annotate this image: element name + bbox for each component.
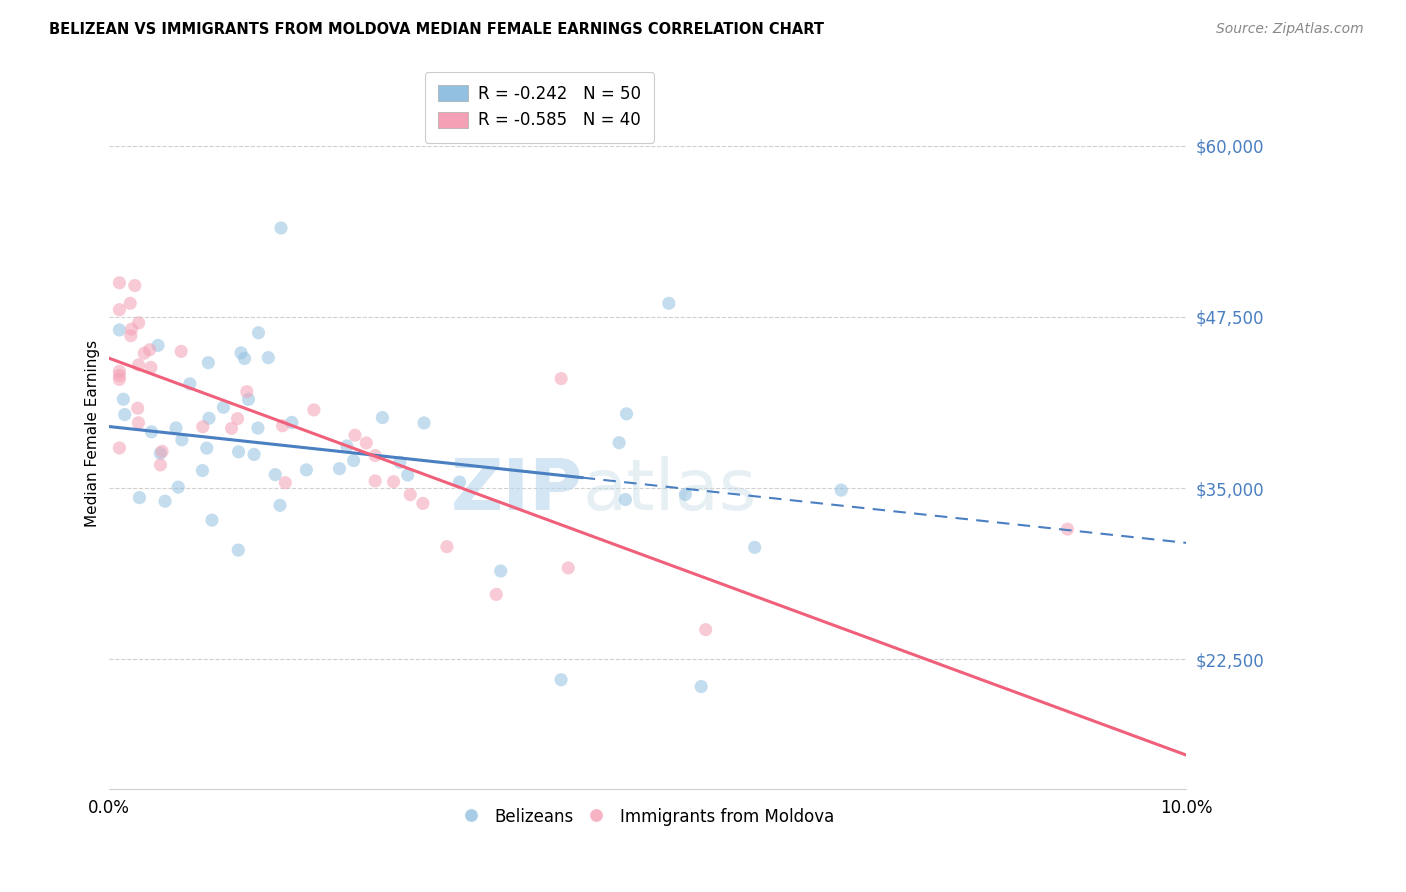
Point xyxy=(138,343,160,357)
Point xyxy=(257,351,280,365)
Point xyxy=(128,491,150,505)
Point xyxy=(197,356,219,370)
Point xyxy=(830,483,852,497)
Point xyxy=(485,587,508,601)
Point xyxy=(343,453,366,467)
Point xyxy=(246,421,269,435)
Point xyxy=(328,461,350,475)
Point xyxy=(281,416,304,430)
Point xyxy=(108,368,131,383)
Point xyxy=(108,441,131,455)
Point xyxy=(436,540,458,554)
Point xyxy=(153,494,176,508)
Point xyxy=(269,499,291,513)
Point xyxy=(270,221,292,235)
Text: BELIZEAN VS IMMIGRANTS FROM MOLDOVA MEDIAN FEMALE EARNINGS CORRELATION CHART: BELIZEAN VS IMMIGRANTS FROM MOLDOVA MEDI… xyxy=(49,22,824,37)
Point xyxy=(114,408,136,422)
Point xyxy=(149,458,172,472)
Text: ZIP: ZIP xyxy=(450,456,582,524)
Point xyxy=(673,487,696,501)
Point xyxy=(264,467,287,482)
Point xyxy=(150,444,173,458)
Point xyxy=(128,316,150,330)
Point xyxy=(413,416,436,430)
Point xyxy=(167,480,190,494)
Point xyxy=(302,403,325,417)
Point xyxy=(108,372,131,386)
Point xyxy=(396,468,419,483)
Point xyxy=(170,344,193,359)
Point xyxy=(165,421,187,435)
Point xyxy=(271,418,294,433)
Text: atlas: atlas xyxy=(582,456,756,524)
Point xyxy=(489,564,512,578)
Point xyxy=(127,416,149,430)
Point xyxy=(127,401,149,416)
Point xyxy=(149,446,172,460)
Point xyxy=(690,680,713,694)
Point xyxy=(343,428,366,442)
Point xyxy=(1056,522,1078,536)
Point xyxy=(141,425,163,439)
Point xyxy=(247,326,270,340)
Point xyxy=(695,623,717,637)
Point xyxy=(120,296,142,310)
Point xyxy=(243,447,266,461)
Point xyxy=(221,421,243,435)
Point xyxy=(146,338,169,352)
Point xyxy=(744,541,766,555)
Point xyxy=(198,411,221,425)
Point xyxy=(371,410,394,425)
Point xyxy=(226,543,249,558)
Point xyxy=(607,435,630,450)
Point xyxy=(191,464,214,478)
Point xyxy=(121,322,143,336)
Point xyxy=(108,276,131,290)
Point xyxy=(134,346,156,360)
Point xyxy=(108,364,131,378)
Point xyxy=(120,328,142,343)
Point xyxy=(238,392,260,407)
Point xyxy=(557,561,579,575)
Point xyxy=(388,455,411,469)
Point xyxy=(449,475,471,490)
Text: Source: ZipAtlas.com: Source: ZipAtlas.com xyxy=(1216,22,1364,37)
Point xyxy=(128,358,150,372)
Point xyxy=(658,296,681,310)
Point xyxy=(228,444,250,458)
Point xyxy=(382,475,405,489)
Point xyxy=(550,371,572,385)
Y-axis label: Median Female Earnings: Median Female Earnings xyxy=(86,340,100,527)
Point xyxy=(201,513,224,527)
Point xyxy=(614,492,637,507)
Point xyxy=(274,475,297,490)
Point xyxy=(195,441,218,455)
Point xyxy=(233,351,256,366)
Point xyxy=(170,433,193,447)
Point xyxy=(550,673,572,687)
Point xyxy=(226,411,249,425)
Point xyxy=(295,463,318,477)
Point xyxy=(139,360,162,375)
Point xyxy=(412,496,434,510)
Point xyxy=(364,474,387,488)
Point xyxy=(191,419,214,434)
Point xyxy=(229,346,252,360)
Point xyxy=(616,407,638,421)
Point xyxy=(108,323,131,337)
Point xyxy=(112,392,135,407)
Point xyxy=(179,376,201,391)
Legend: Belizeans, Immigrants from Moldova: Belizeans, Immigrants from Moldova xyxy=(453,799,842,834)
Point xyxy=(212,401,235,415)
Point xyxy=(124,278,146,293)
Point xyxy=(356,436,378,450)
Point xyxy=(236,384,259,399)
Point xyxy=(336,439,359,453)
Point xyxy=(364,449,387,463)
Point xyxy=(399,488,422,502)
Point xyxy=(108,302,131,317)
